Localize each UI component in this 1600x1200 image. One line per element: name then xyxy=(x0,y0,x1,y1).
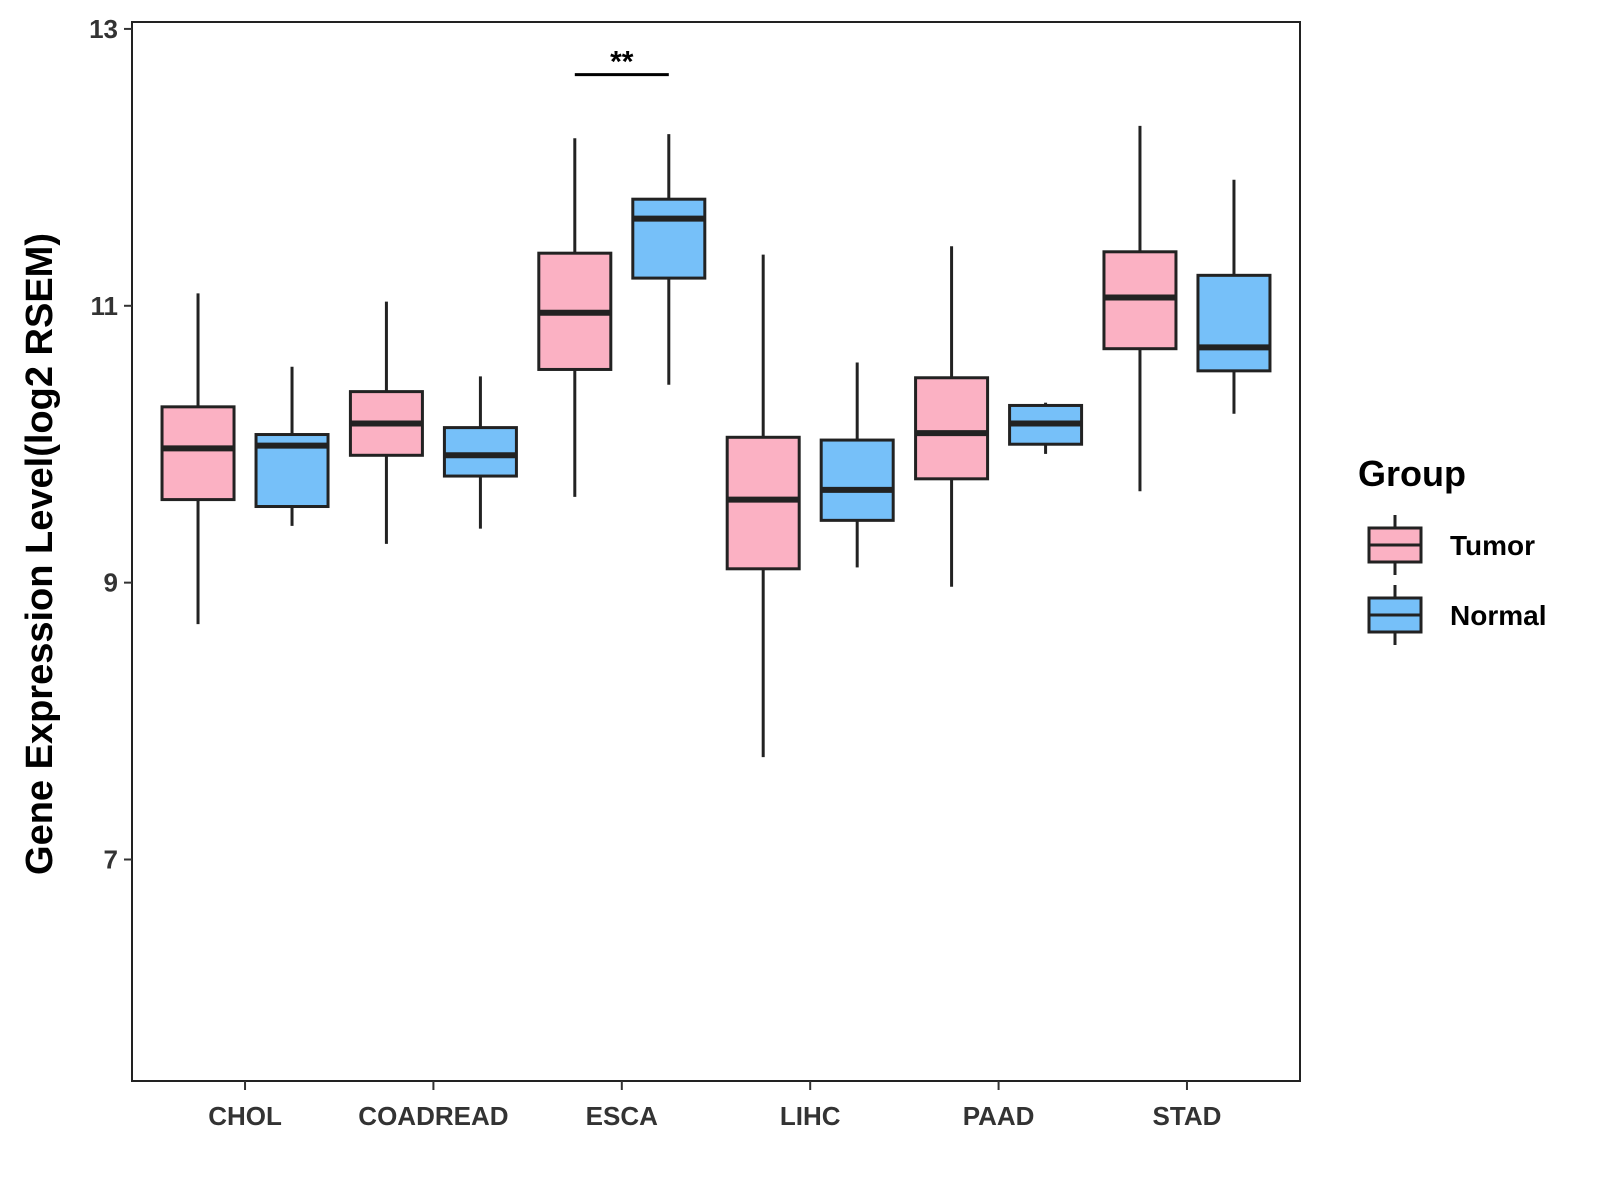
box-normal-lihc xyxy=(819,362,895,568)
box-tumor-coadread xyxy=(348,301,424,544)
plot-area: ** xyxy=(160,46,1272,758)
x-tick-label: ESCA xyxy=(586,1101,658,1131)
box-iqr xyxy=(1196,273,1272,373)
box-tumor-chol xyxy=(160,293,236,625)
box-tumor-esca xyxy=(537,138,613,497)
box-tumor-lihc xyxy=(725,254,801,758)
box-tumor-stad xyxy=(1102,125,1178,492)
legend-keys: Tumor Normal xyxy=(1367,515,1546,645)
legend-key-tumor: Tumor xyxy=(1367,515,1535,575)
box-iqr xyxy=(914,376,990,481)
box-iqr xyxy=(819,438,895,522)
legend-label-tumor: Tumor xyxy=(1450,530,1535,561)
legend-title: Group xyxy=(1358,453,1466,494)
significance-label: ** xyxy=(610,46,634,79)
x-tick-label: STAD xyxy=(1153,1101,1222,1131)
x-tick-label: CHOL xyxy=(208,1101,282,1131)
box-normal-stad xyxy=(1196,179,1272,414)
legend-key-normal: Normal xyxy=(1367,585,1546,645)
y-tick-label: 9 xyxy=(104,568,118,598)
x-tick-label: COADREAD xyxy=(358,1101,508,1131)
y-axis-title: Gene Expression Level(log2 RSEM) xyxy=(19,233,61,875)
box-iqr xyxy=(442,426,518,478)
box-normal-paad xyxy=(1008,402,1084,454)
box-iqr xyxy=(725,435,801,571)
plot-panel-border xyxy=(131,21,1301,1082)
legend-label-normal: Normal xyxy=(1450,600,1546,631)
box-normal-esca xyxy=(631,134,707,385)
axes: 7 9 11 13 CHOL COADREAD ESCA LIHC PAAD STAD xyxy=(89,14,1301,1131)
box-iqr xyxy=(631,197,707,280)
box-normal-coadread xyxy=(442,376,518,529)
box-iqr xyxy=(160,405,236,502)
y-tick-label: 7 xyxy=(104,845,118,875)
y-tick-label: 13 xyxy=(89,14,118,44)
box-normal-chol xyxy=(254,366,330,526)
box-tumor-paad xyxy=(914,246,990,587)
legend: Group Tumor Normal xyxy=(1358,453,1546,645)
x-tick-label: PAAD xyxy=(963,1101,1035,1131)
x-tick-label: LIHC xyxy=(780,1101,841,1131)
y-tick-label: 11 xyxy=(91,291,119,321)
